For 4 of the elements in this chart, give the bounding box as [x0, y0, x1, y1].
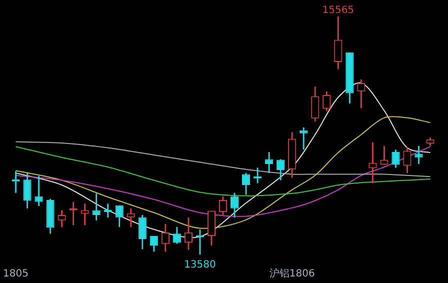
x-tick-label: 沪铝1806 — [269, 268, 315, 280]
x-tick-label: 1805 — [3, 268, 28, 280]
annotation: 13580 — [184, 260, 216, 271]
annotation: 15565 — [322, 4, 354, 16]
